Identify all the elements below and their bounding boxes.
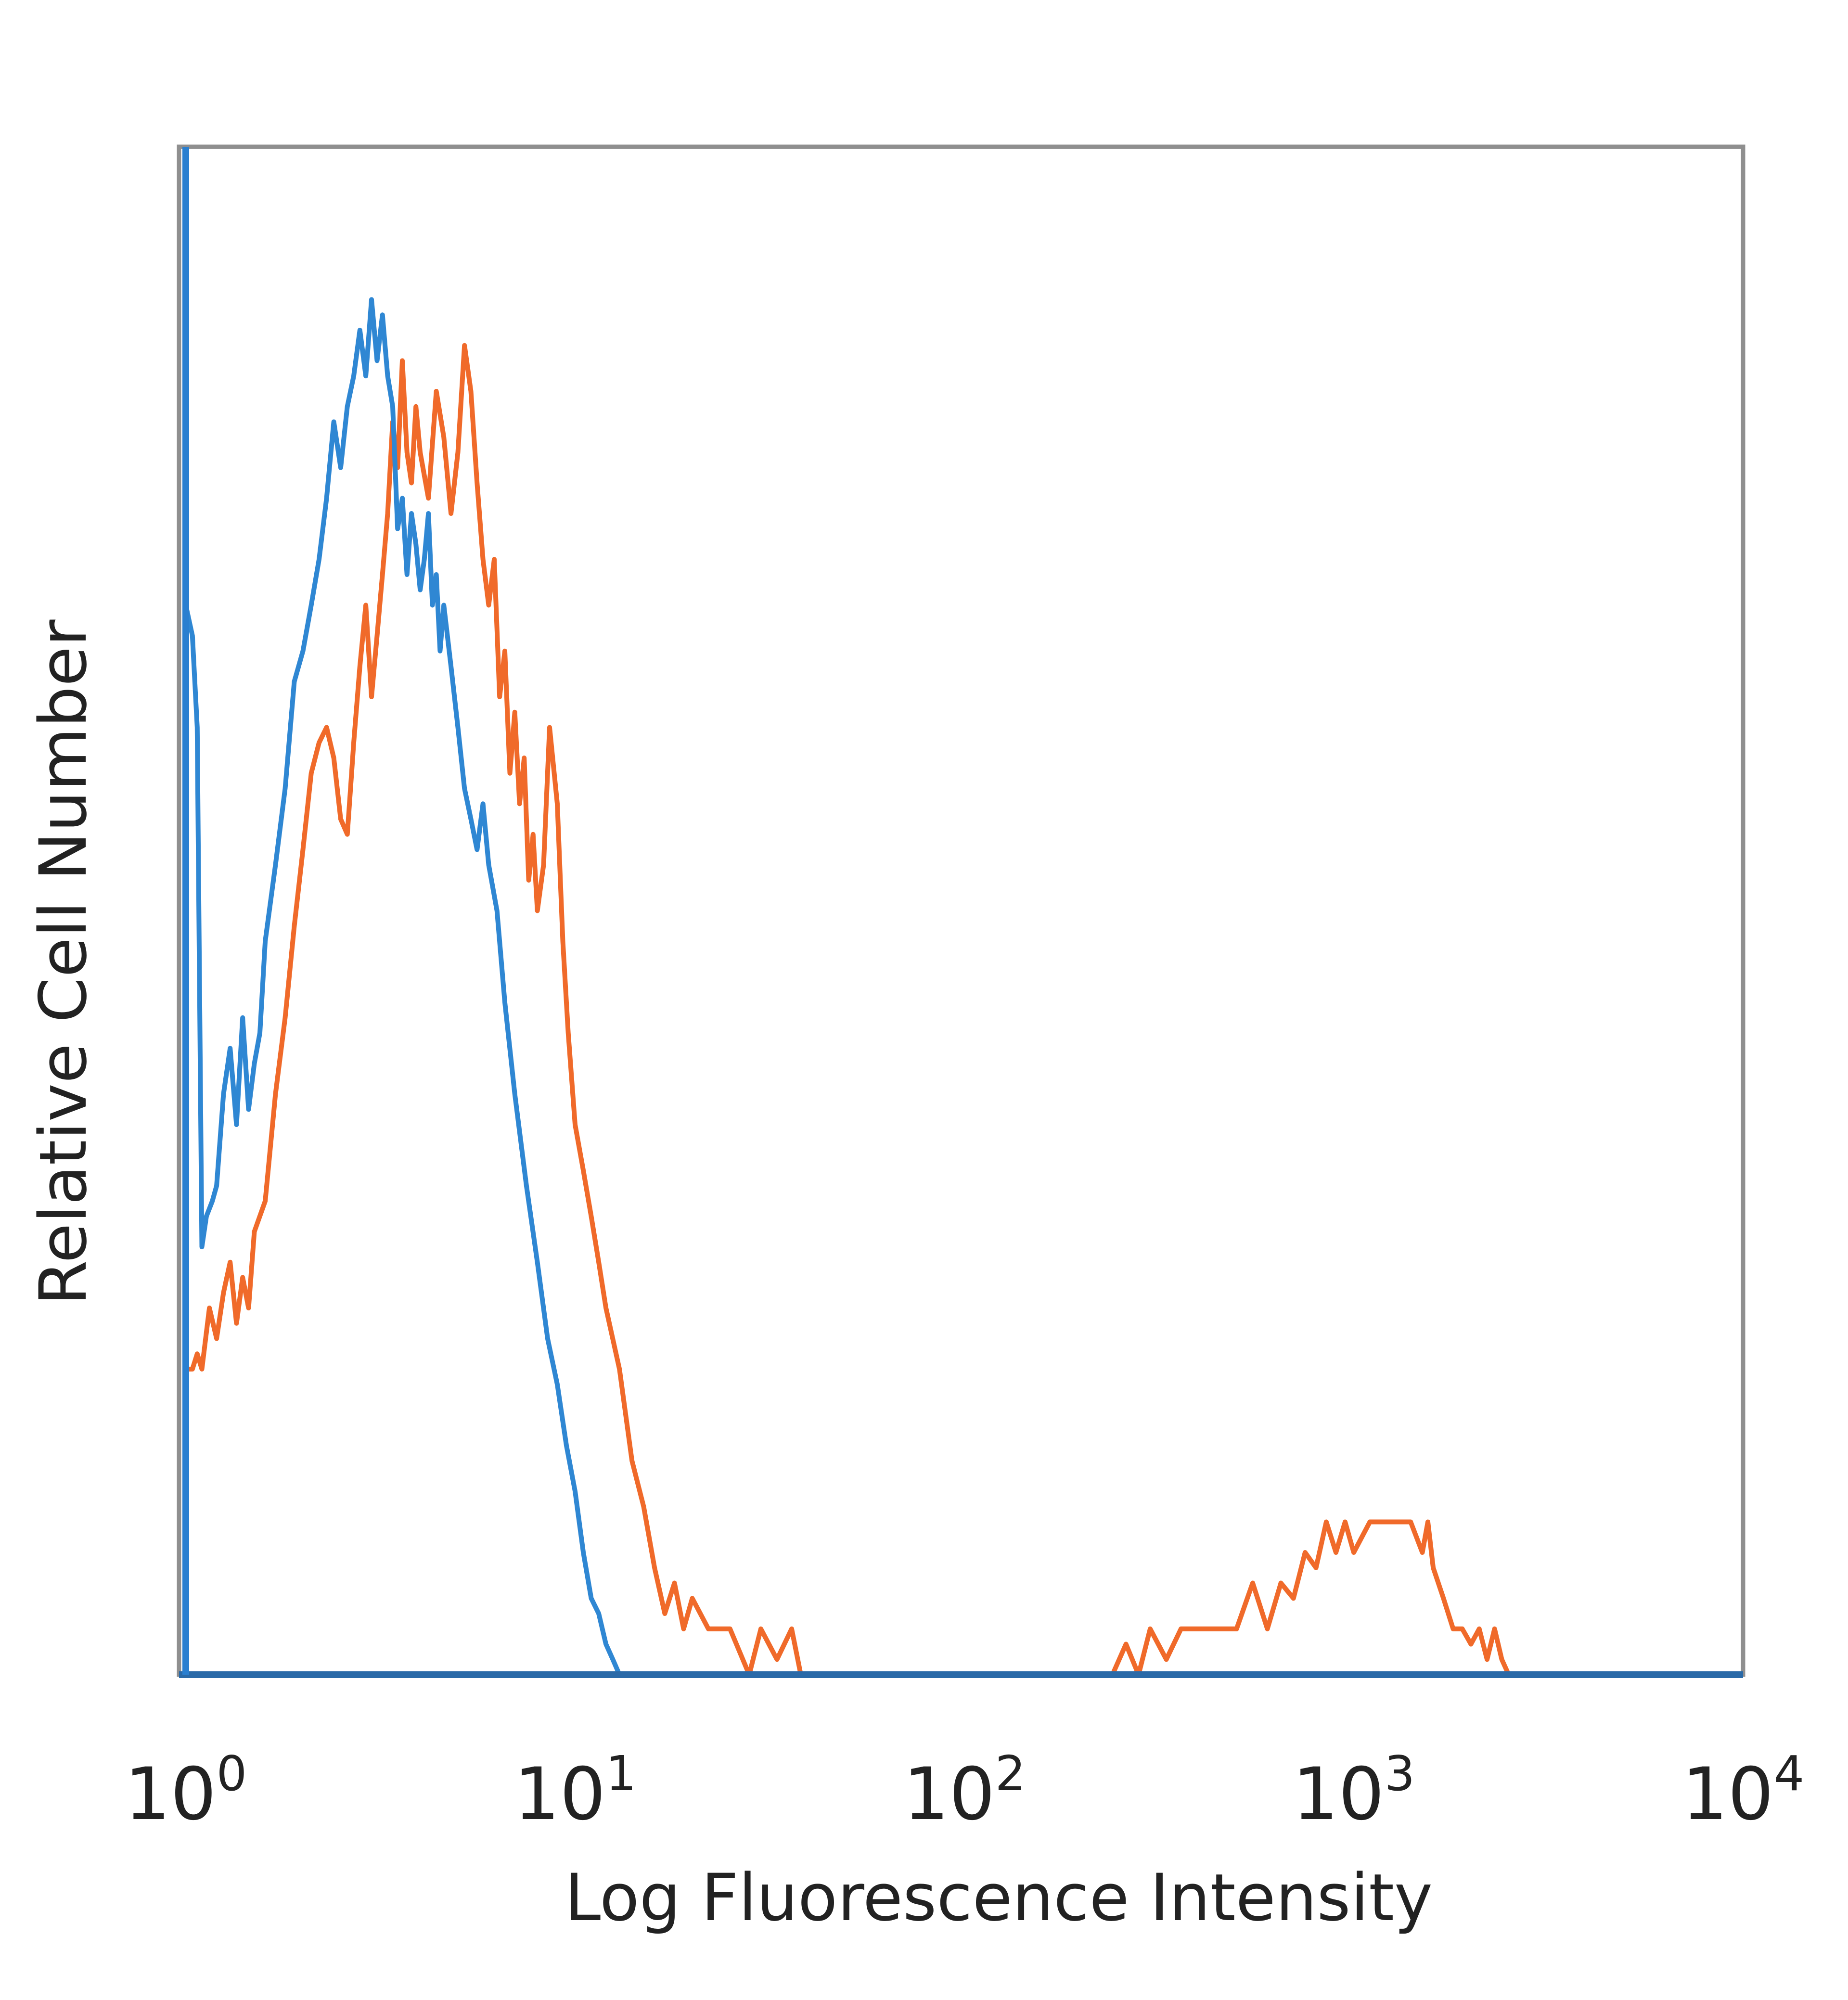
- x-tick-labels: 100 101 102 103 104: [125, 1745, 1805, 1836]
- y-axis-label: Relative Cell Number: [26, 619, 101, 1305]
- x-tick-label: 101: [514, 1745, 637, 1836]
- x-tick-label: 103: [1293, 1745, 1415, 1836]
- x-axis-label: Log Fluorescence Intensity: [565, 1860, 1433, 1936]
- histogram-series-2: [183, 343, 1743, 1677]
- x-tick-label: 104: [1682, 1745, 1805, 1836]
- histogram-series-1: [183, 147, 1743, 1677]
- series-layer: [183, 147, 1743, 1677]
- x-tick-label: 100: [125, 1745, 247, 1836]
- x-tick-label: 102: [903, 1745, 1026, 1836]
- plot-frame: [177, 144, 1745, 1677]
